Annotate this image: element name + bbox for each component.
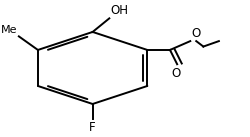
Text: Me: Me [1, 25, 18, 35]
Text: O: O [171, 67, 180, 80]
Text: F: F [89, 121, 96, 134]
Text: O: O [191, 27, 200, 40]
Text: OH: OH [110, 4, 128, 17]
